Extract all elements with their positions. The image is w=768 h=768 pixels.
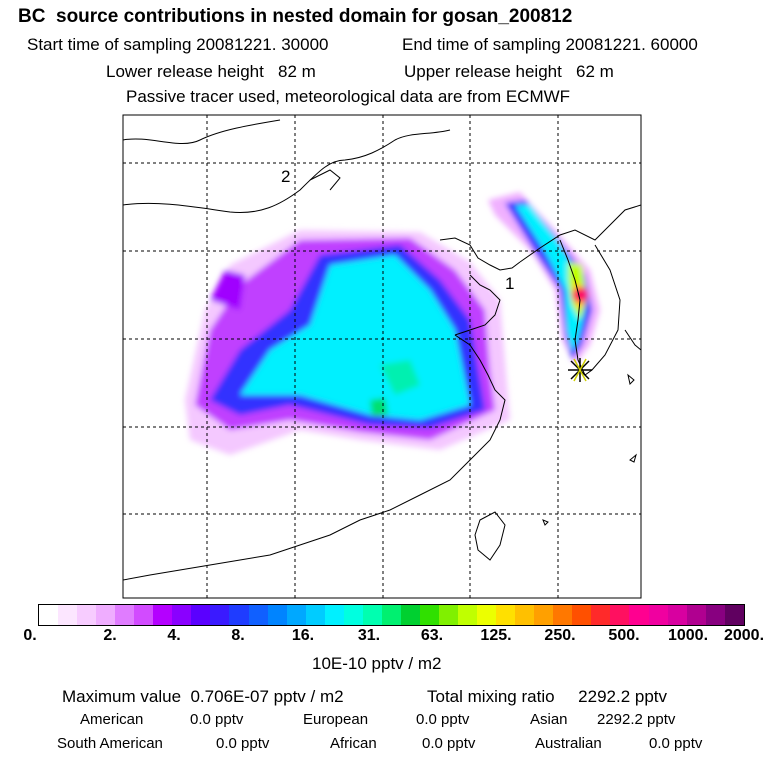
colorbar-cell — [305, 605, 325, 625]
australian-label: Australian — [535, 735, 602, 752]
colorbar-cell — [324, 605, 344, 625]
colorbar-cell — [515, 605, 535, 625]
colorbar-cell — [229, 605, 249, 625]
colorbar-cell — [705, 605, 725, 625]
european-label: European — [303, 711, 369, 728]
colorbar-cell — [553, 605, 573, 625]
colorbar-cell — [400, 605, 420, 625]
colorbar — [38, 604, 745, 626]
domain-1-label: 1 — [505, 274, 514, 293]
map-frame — [122, 114, 642, 599]
coastlines — [123, 119, 641, 581]
colorbar-cell — [629, 605, 649, 625]
colorbar-tick-label: 2000. — [723, 627, 765, 644]
south-american-value: 0.0 pptv — [216, 735, 270, 752]
colorbar-cell — [96, 605, 116, 625]
colorbar-cell — [58, 605, 78, 625]
colorbar-tick-label: 0. — [23, 627, 37, 644]
total-mixing-ratio: Total mixing ratio 2292.2 pptv — [427, 687, 668, 706]
colorbar-unit: 10E-10 pptv / m2 — [312, 654, 442, 673]
colorbar-tick-label: 16. — [291, 627, 315, 644]
domain-2-label: 2 — [281, 167, 290, 186]
tracer-note: Passive tracer used, meteorological data… — [126, 87, 571, 106]
colorbar-cell — [419, 605, 439, 625]
colorbar-tick-label: 1000. — [667, 627, 709, 644]
asian-label: Asian — [530, 711, 568, 728]
colorbar-cell — [343, 605, 363, 625]
colorbar-cell — [39, 605, 59, 625]
upper-release-height: Upper release height 62 m — [404, 62, 614, 81]
colorbar-tick-label: 500. — [608, 627, 640, 644]
european-value: 0.0 pptv — [416, 711, 470, 728]
colorbar-tick-label: 31. — [357, 627, 381, 644]
colorbar-cell — [438, 605, 459, 625]
colorbar-cell — [572, 605, 592, 625]
colorbar-tick-label: 2. — [103, 627, 117, 644]
african-label: African — [330, 735, 377, 752]
maximum-value: Maximum value 0.706E-07 pptv / m2 — [62, 687, 344, 706]
colorbar-cell — [686, 605, 706, 625]
colorbar-cell — [496, 605, 516, 625]
lat-lon-grid — [123, 115, 641, 598]
american-value: 0.0 pptv — [190, 711, 244, 728]
main-plume — [185, 230, 510, 455]
plot-title: BC source contributions in nested domain… — [18, 6, 573, 27]
australian-value: 0.0 pptv — [649, 735, 703, 752]
start-time: Start time of sampling 20081221. 30000 — [27, 35, 329, 54]
colorbar-tick-label: 4. — [167, 627, 181, 644]
lower-release-height: Lower release height 82 m — [106, 62, 316, 81]
colorbar-cell — [172, 605, 192, 625]
colorbar-cell — [115, 605, 135, 625]
colorbar-cell — [648, 605, 668, 625]
colorbar-cell — [153, 605, 173, 625]
colorbar-cell — [534, 605, 554, 625]
colorbar-cell — [134, 605, 154, 625]
end-time: End time of sampling 20081221. 60000 — [402, 35, 698, 54]
colorbar-tick-label: 250. — [544, 627, 576, 644]
colorbar-cell — [724, 605, 744, 625]
colorbar-tick-label: 125. — [480, 627, 512, 644]
colorbar-cell — [610, 605, 630, 625]
colorbar-cell — [248, 605, 268, 625]
colorbar-cell — [191, 605, 211, 625]
colorbar-cell — [77, 605, 97, 625]
colorbar-cell — [591, 605, 611, 625]
asian-value: 2292.2 pptv — [597, 711, 676, 728]
colorbar-cell — [458, 605, 478, 625]
african-value: 0.0 pptv — [422, 735, 476, 752]
colorbar-cell — [362, 605, 382, 625]
american-label: American — [80, 711, 144, 728]
colorbar-cell — [267, 605, 287, 625]
colorbar-cell — [381, 605, 401, 625]
asterisk-star-icon — [568, 358, 592, 382]
colorbar-cell — [477, 605, 497, 625]
colorbar-cell — [667, 605, 687, 625]
colorbar-cell — [210, 605, 230, 625]
south-american-label: South American — [57, 735, 163, 752]
colorbar-tick-label: 8. — [231, 627, 245, 644]
colorbar-tick-label: 63. — [420, 627, 444, 644]
colorbar-cell — [286, 605, 306, 625]
